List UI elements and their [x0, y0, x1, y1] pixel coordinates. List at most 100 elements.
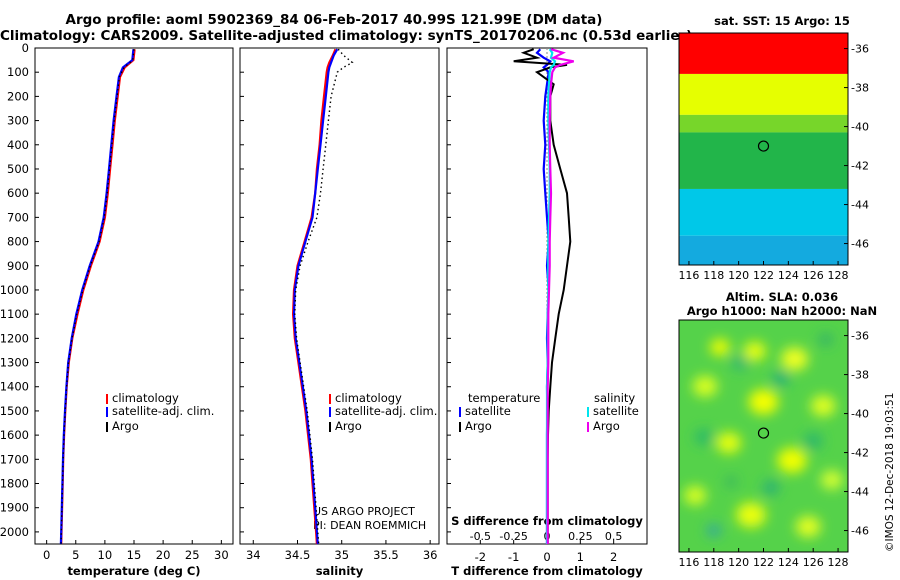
- legend-sal-climatology: climatology: [335, 391, 402, 405]
- xtick2-label: 0.25: [568, 530, 593, 543]
- figure-title-line1: Argo profile: aoml 5902369_84 06-Feb-201…: [65, 12, 603, 28]
- ytick-label: 1800: [0, 477, 29, 491]
- series-difference-temperature-argo: [513, 48, 572, 544]
- sla-anomaly: [777, 447, 807, 474]
- map-ytick-label: -38: [851, 369, 869, 382]
- xtick2-label: -0.25: [499, 530, 527, 543]
- map-xtick-label: 126: [803, 269, 824, 282]
- map-xtick-label: 122: [753, 269, 774, 282]
- ytick-label: 500: [7, 162, 29, 176]
- legend-sal-satellite: satellite-adj. clim.: [335, 404, 437, 418]
- series-salinity-satellite-adj-clim-: [292, 48, 339, 545]
- xtick-label: 25: [185, 548, 200, 562]
- ytick-label: 200: [7, 89, 29, 103]
- sla-anomaly: [716, 432, 742, 454]
- ytick-label: 2000: [0, 525, 29, 539]
- ytick-label: 1500: [0, 404, 29, 418]
- legend-diff-t-satellite: satellite: [465, 404, 511, 418]
- map-xtick-label: 118: [703, 556, 724, 569]
- legend-diff-s-satellite: satellite: [593, 404, 639, 418]
- credit-project: US ARGO PROJECT: [313, 505, 415, 518]
- sla-anomaly: [780, 347, 809, 371]
- xtick-label: 30: [214, 548, 229, 562]
- xtick2-label: -0.5: [470, 530, 491, 543]
- legend-salinity-title: salinity: [594, 391, 635, 405]
- xtick-label: 10: [98, 548, 113, 562]
- sla-anomaly: [810, 395, 836, 417]
- sla-anomaly: [683, 485, 707, 505]
- xtick-label: 5: [72, 548, 79, 562]
- sla-anomaly: [693, 428, 714, 446]
- sla-anomaly: [795, 516, 821, 538]
- argo-position-marker: [757, 427, 770, 439]
- xtick-label: 15: [127, 548, 142, 562]
- sla-anomaly: [820, 470, 844, 490]
- series-salinity-argo: [294, 48, 354, 545]
- legend-temp-climatology: climatology: [112, 391, 179, 405]
- sla-anomaly: [706, 524, 722, 537]
- legend-temp-argo: Argo: [112, 419, 139, 433]
- series-temperature-satellite-adj-clim-: [59, 49, 135, 545]
- ytick-label: 1700: [0, 452, 29, 466]
- xtick-label: 35: [334, 548, 349, 562]
- legend-diff-t-argo: Argo: [465, 419, 492, 433]
- series-temperature-argo: [60, 49, 135, 545]
- project-credit: US ARGO PROJECT PI: DEAN ROEMMICH: [313, 505, 426, 533]
- sla-anomaly: [731, 355, 749, 371]
- map-xtick-label: 128: [828, 269, 849, 282]
- credit-pi: PI: DEAN ROEMMICH: [313, 519, 427, 532]
- map-ytick-label: -46: [851, 238, 869, 251]
- ytick-label: 100: [7, 65, 29, 79]
- x-axis-label: temperature (deg C): [67, 564, 200, 578]
- map-xtick-label: 126: [803, 556, 824, 569]
- xtick-label: 2: [610, 550, 617, 564]
- map-field-sla_map: [679, 320, 848, 552]
- xtick-label: -1: [508, 550, 519, 564]
- map-ytick-label: -36: [851, 43, 869, 56]
- x-axis-label: salinity: [316, 564, 364, 578]
- legend-temperature-title: temperature: [468, 391, 540, 405]
- sla-anomaly: [724, 476, 738, 488]
- map-ytick-label: -42: [851, 160, 869, 173]
- series-difference-salinity-argo: [546, 48, 574, 544]
- xtick-label: 36: [423, 548, 438, 562]
- map-ytick-label: -42: [851, 447, 869, 460]
- xtick-label: 34: [246, 548, 261, 562]
- xtick-label: 35.5: [373, 548, 399, 562]
- ytick-label: 700: [7, 210, 29, 224]
- legend-diff-s-argo: Argo: [593, 419, 620, 433]
- sla-anomaly: [743, 341, 766, 361]
- map-ytick-label: -44: [851, 199, 869, 212]
- sst-band: [679, 33, 848, 74]
- sla-anomaly: [736, 502, 766, 528]
- ytick-label: 1200: [0, 331, 29, 345]
- sla-map-subtitle: Argo h1000: NaN h2000: NaN: [686, 304, 878, 318]
- map-field-sst_map: [679, 33, 848, 265]
- series-temperature-climatology: [60, 49, 136, 545]
- sla-anomaly: [748, 389, 779, 415]
- sst-band: [679, 188, 848, 236]
- ytick-label: 1600: [0, 428, 29, 442]
- plot-frame-salinity: [239, 47, 440, 545]
- ytick-label: 300: [7, 114, 29, 128]
- map-ytick-label: -46: [851, 525, 869, 538]
- legend-sal-argo: Argo: [335, 419, 362, 433]
- figure-title-line2: Climatology: CARS2009. Satellite-adjuste…: [0, 28, 693, 44]
- map-ytick-label: -44: [851, 486, 869, 499]
- map-ytick-label: -40: [851, 408, 869, 421]
- xtick-label: -2: [475, 550, 486, 564]
- sla-anomaly: [803, 432, 824, 450]
- map-ytick-label: -36: [851, 330, 869, 343]
- sla-blobs: [683, 333, 844, 538]
- plot-frame-temperature: [34, 47, 234, 545]
- map-xtick-label: 122: [753, 556, 774, 569]
- argo-position-marker: [757, 140, 770, 152]
- sla-anomaly: [818, 333, 834, 346]
- xtick-label: 0: [43, 548, 50, 562]
- map-xtick-label: 116: [678, 556, 699, 569]
- xtick2-label: 0.5: [605, 530, 623, 543]
- sla-anomaly: [772, 371, 790, 386]
- ytick-label: 1900: [0, 501, 29, 515]
- map-xtick-label: 120: [728, 269, 749, 282]
